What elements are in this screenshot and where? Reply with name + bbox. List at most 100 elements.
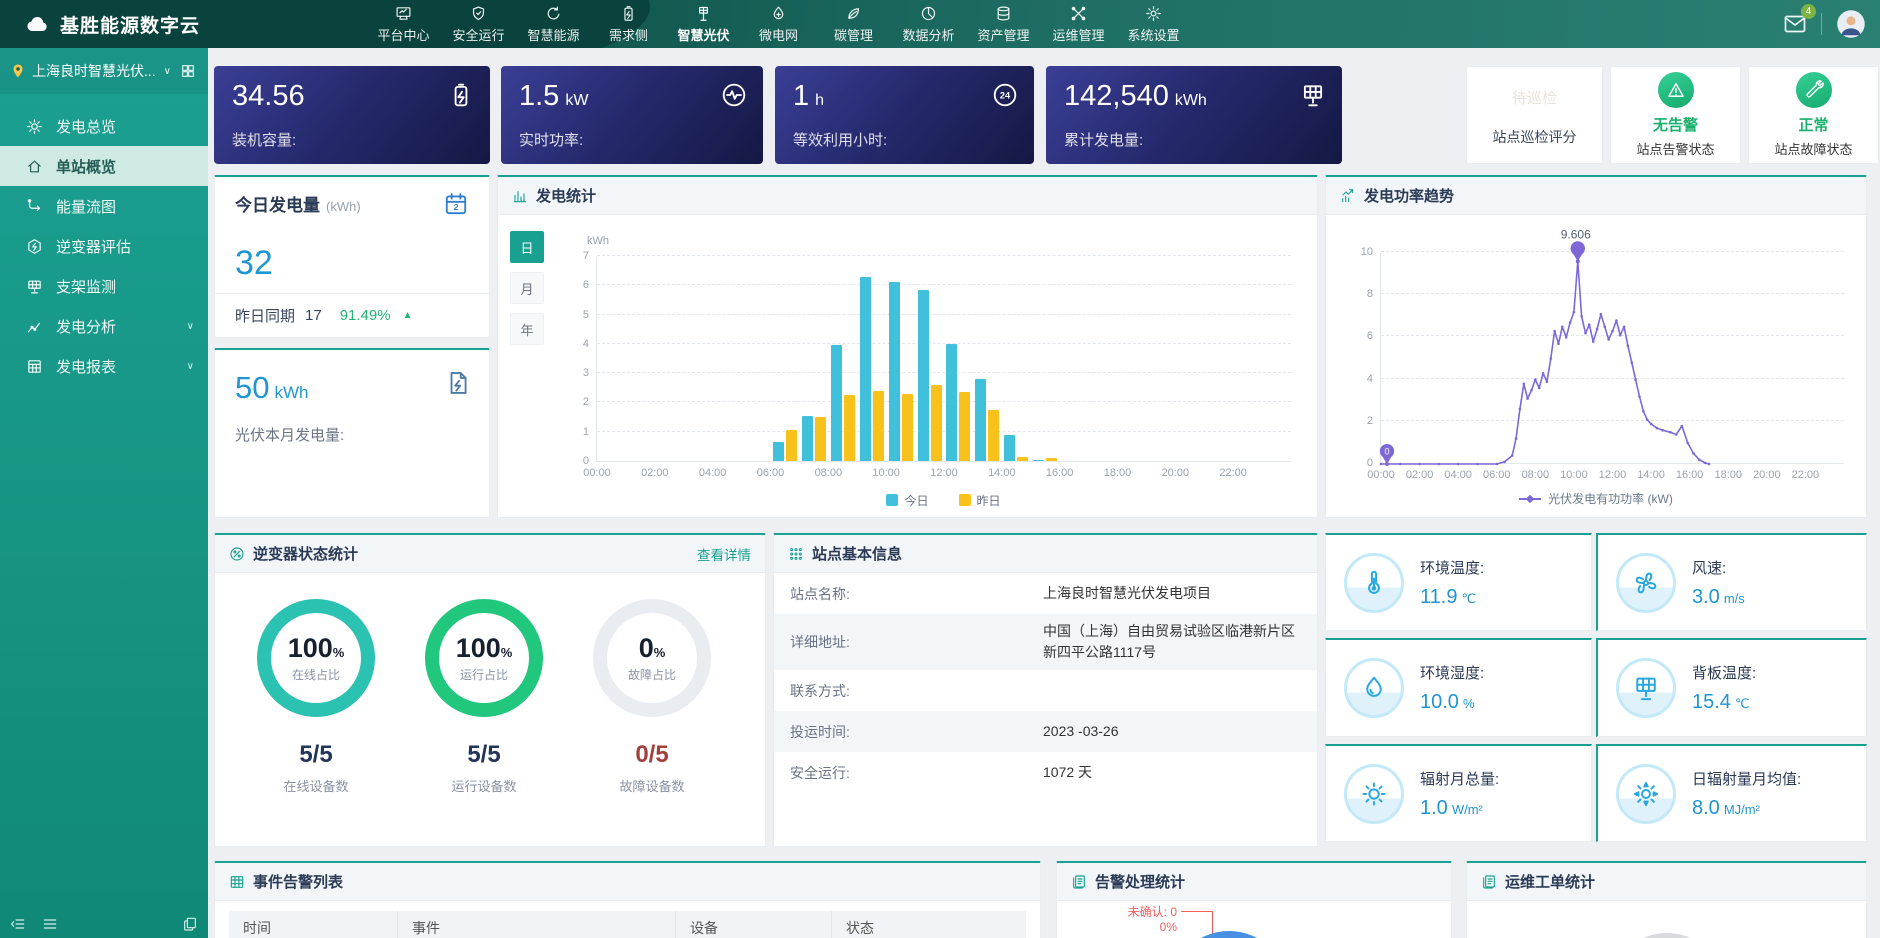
user-avatar[interactable] — [1836, 9, 1866, 39]
site-info-table: 站点名称: 上海良时智慧光伏发电项目 详细地址: 中国（上海）自由贸易试验区临港新… — [774, 573, 1317, 793]
sensor-value: 15.4 ℃ — [1692, 691, 1750, 713]
x-axis-tick: 02:00 — [641, 467, 669, 479]
home-icon — [26, 158, 43, 175]
sidebar-menu: 发电总览 单站概览 能量流图 逆变器评估 支架监测 发电分析 ∨ 发电报表 ∨ — [0, 106, 208, 386]
generation-stats-title: 发电统计 — [536, 188, 597, 205]
donut-percent: 100% — [287, 633, 345, 663]
sensor-label: 环境温度: — [1420, 559, 1485, 577]
fault-status-circle — [1795, 72, 1832, 108]
sidebar-item-2[interactable]: 单站概览 — [0, 146, 208, 186]
inspection-watermark: 待巡检 — [1511, 90, 1557, 107]
chevron-down-icon: ∨ — [186, 360, 194, 372]
kpi-unit: kW — [565, 92, 589, 109]
legend-item-今日: 今日 — [886, 492, 929, 509]
sidebar-item-7[interactable]: 发电报表 ∨ — [0, 346, 208, 386]
site-info-row: 投运时间: 2023 -03-26 — [774, 711, 1317, 752]
fault-status-card: 正常 站点故障状态 — [1748, 66, 1879, 164]
doc-bolt-icon — [445, 370, 471, 396]
sensor-icon-circle — [1616, 658, 1676, 718]
kpi-card-2: 1.5 kW 实时功率: — [501, 66, 763, 164]
view-details-link[interactable]: 查看详情 — [697, 547, 751, 563]
alarm-status-value: 无告警 — [1652, 117, 1698, 134]
device-count: 5/5 — [467, 741, 501, 768]
x-axis-tick: 02:00 — [1405, 469, 1434, 481]
panel-temp-icon — [1632, 674, 1660, 702]
x-axis-tick: 22:00 — [1791, 469, 1820, 481]
tab-period-3[interactable]: 年 — [510, 313, 544, 345]
svg-text:24: 24 — [1000, 90, 1011, 100]
today-generation-title: 今日发电量 — [235, 196, 320, 215]
sidebar-item-4[interactable]: 逆变器评估 — [0, 226, 208, 266]
nav-item-1[interactable]: 平台中心 — [366, 0, 441, 48]
inverter-donut-1: 100% 在线占比 5/5 在线设备数 — [237, 599, 395, 795]
generation-bar-chart: kWh 0 1 2 3 4 5 6 7 00:00 02:00 04:00 06:00 08:00 10:0… — [554, 227, 1307, 509]
inspection-score-card: 待巡检 站点巡检评分 — [1466, 66, 1603, 164]
chevron-down-icon: ∨ — [163, 65, 171, 77]
y-axis-tick: 3 — [582, 367, 589, 380]
device-count-label: 故障设备数 — [619, 779, 685, 794]
sidebar-item-6[interactable]: 发电分析 ∨ — [0, 306, 208, 346]
info-label: 站点名称: — [790, 585, 850, 602]
wrench-icon — [1804, 80, 1824, 100]
donut-percent: 100% — [455, 633, 513, 663]
bar-昨日-13:00 — [988, 409, 1000, 461]
sensor-row-1: 环境温度: 11.9 ℃ 风速: 3.0 m/s — [1325, 533, 1867, 631]
nav-item-label: 需求侧 — [608, 27, 648, 43]
clock-24-icon: 24 — [992, 82, 1018, 108]
x-axis-tick: 04:00 — [698, 467, 727, 479]
nav-item-3[interactable]: 智慧能源 — [516, 0, 591, 48]
nav-item-10[interactable]: 运维管理 — [1041, 0, 1116, 48]
doc-icon — [1071, 874, 1087, 890]
sensor-icon-circle — [1616, 552, 1676, 613]
power-trend-card: 发电功率趋势 0 2 4 6 8 10 00:00 02:00 04:00 06:00 08:00 1… — [1325, 175, 1867, 518]
nav-item-label: 资产管理 — [977, 27, 1030, 43]
nav-item-label: 智慧光伏 — [677, 27, 730, 43]
nav-item-5[interactable]: 智慧光伏 — [666, 0, 741, 48]
x-axis-tick: 20:00 — [1753, 469, 1781, 481]
grid-squares-icon[interactable] — [180, 63, 196, 79]
nav-item-2[interactable]: 安全运行 — [441, 0, 516, 48]
nav-item-6[interactable]: 微电网 — [741, 0, 816, 48]
chevron-down-icon: ∨ — [186, 320, 194, 332]
alarm-status-label: 站点告警状态 — [1636, 142, 1715, 157]
sidebar-item-label: 发电分析 — [56, 318, 117, 336]
menu-fold-icon[interactable] — [10, 916, 26, 932]
station-selector[interactable]: 上海良时智慧光伏... ∨ — [0, 48, 208, 94]
kpi-label: 累计发电量: — [1064, 132, 1144, 149]
kpi-value: 34.56 — [232, 80, 305, 112]
site-info-row: 详细地址: 中国（上海）自由贸易试验区临港新片区新四平公路1117号 — [774, 614, 1317, 670]
mail-button[interactable]: 4 — [1783, 4, 1816, 36]
app-title: 基胜能源数字云 — [60, 15, 201, 37]
site-info-card: 站点基本信息 站点名称: 上海良时智慧光伏发电项目 详细地址: 中国（上海）自由贸… — [773, 533, 1318, 847]
donut-label: 在线占比 — [291, 668, 340, 682]
sidebar-item-5[interactable]: 支架监测 — [0, 266, 208, 306]
annotation-leader-line — [1181, 911, 1213, 935]
nav-item-8[interactable]: 数据分析 — [891, 0, 966, 48]
navbar-divider — [1821, 13, 1822, 35]
menu-lines-icon[interactable] — [42, 916, 58, 932]
sensor-card-4: 背板温度: 15.4 ℃ — [1596, 638, 1867, 737]
fault-status-label: 站点故障状态 — [1774, 142, 1853, 157]
copy-icon[interactable] — [182, 916, 198, 932]
line-legend-label: 光伏发电有功功率 (kW) — [1548, 492, 1673, 506]
nav-item-label: 智慧能源 — [527, 27, 580, 43]
solar-lamp-icon — [695, 5, 712, 22]
nav-item-4[interactable]: 需求侧 — [591, 0, 666, 48]
sun-rays-icon — [1632, 780, 1660, 808]
tab-period-2[interactable]: 月 — [510, 272, 544, 304]
thermometer-icon — [1360, 569, 1388, 597]
nav-item-9[interactable]: 资产管理 — [966, 0, 1041, 48]
inverter-status-card: 逆变器状态统计 查看详情 100% 在线占比 5/5 在线设备数 100% 运行… — [214, 533, 766, 847]
nav-item-11[interactable]: 系统设置 — [1116, 0, 1191, 48]
tab-period-1[interactable]: 日 — [510, 231, 544, 263]
shield-icon — [470, 5, 487, 22]
nav-item-label: 碳管理 — [833, 27, 873, 43]
line-chart-legend: 光伏发电有功功率 (kW) — [1326, 490, 1866, 507]
month-generation-value: 50 — [235, 370, 270, 405]
sidebar-item-1[interactable]: 发电总览 — [0, 106, 208, 146]
nav-item-7[interactable]: 碳管理 — [816, 0, 891, 48]
donut-label: 运行占比 — [459, 668, 508, 682]
sidebar-item-3[interactable]: 能量流图 — [0, 186, 208, 226]
y-axis-tick: 7 — [582, 250, 589, 262]
y-axis-tick: 8 — [1366, 288, 1373, 301]
